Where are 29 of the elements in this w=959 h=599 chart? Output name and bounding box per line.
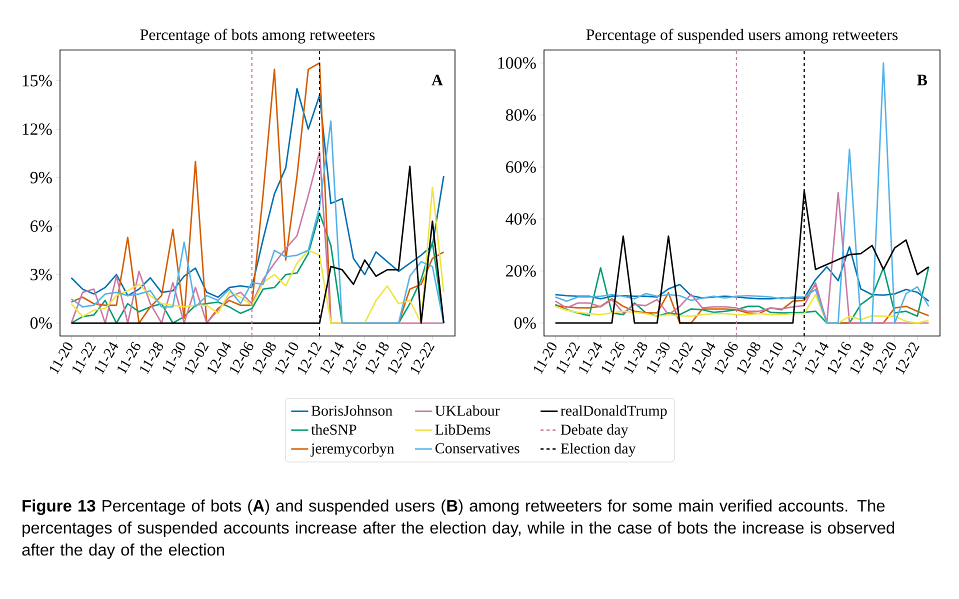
legend-label: UKLabour — [435, 405, 500, 416]
legend-label: BorisJohnson — [311, 405, 392, 416]
legend-label: Debate day — [560, 424, 628, 438]
y-tick-label: 100% — [498, 57, 536, 69]
y-tick-label: 60% — [506, 161, 536, 173]
y-tick-label: 0% — [514, 317, 536, 329]
line-series — [554, 62, 930, 324]
chart-title: Percentage of bots among retweeters — [140, 28, 375, 44]
legend-label: realDonaldTrump — [560, 405, 667, 419]
legend-label: jeremycorbyn — [310, 443, 394, 457]
y-tick-label: 3% — [30, 268, 52, 280]
text: Figure 13 Percentage of bots (A) and suspended users (B) among retweeters for some main verified accounts. The percentages of suspended accounts increase after the election day, while in the case of bots the increase is observed after the day of the election — [22, 500, 894, 559]
y-tick-label: 15% — [22, 74, 52, 86]
y-tick-label: 12% — [22, 123, 52, 135]
y-tick-label: 20% — [506, 265, 536, 277]
y-tick-label: 80% — [506, 109, 536, 121]
chart-title: Percentage of suspended users among retweeters — [586, 28, 898, 44]
y-tick-label: 0% — [30, 317, 52, 329]
y-tick-label: 6% — [30, 220, 52, 232]
legend-label: Election day — [560, 443, 636, 457]
line-series — [554, 294, 930, 324]
line-series — [70, 88, 444, 298]
annotation: B — [917, 74, 928, 86]
y-tick-label: 9% — [30, 172, 52, 184]
legend-label: LibDems — [435, 424, 490, 435]
annotation: A — [432, 74, 443, 86]
legend-label: Conservatives — [435, 443, 520, 454]
legend-label: theSNP — [311, 424, 356, 435]
y-tick-label: 40% — [506, 213, 536, 225]
